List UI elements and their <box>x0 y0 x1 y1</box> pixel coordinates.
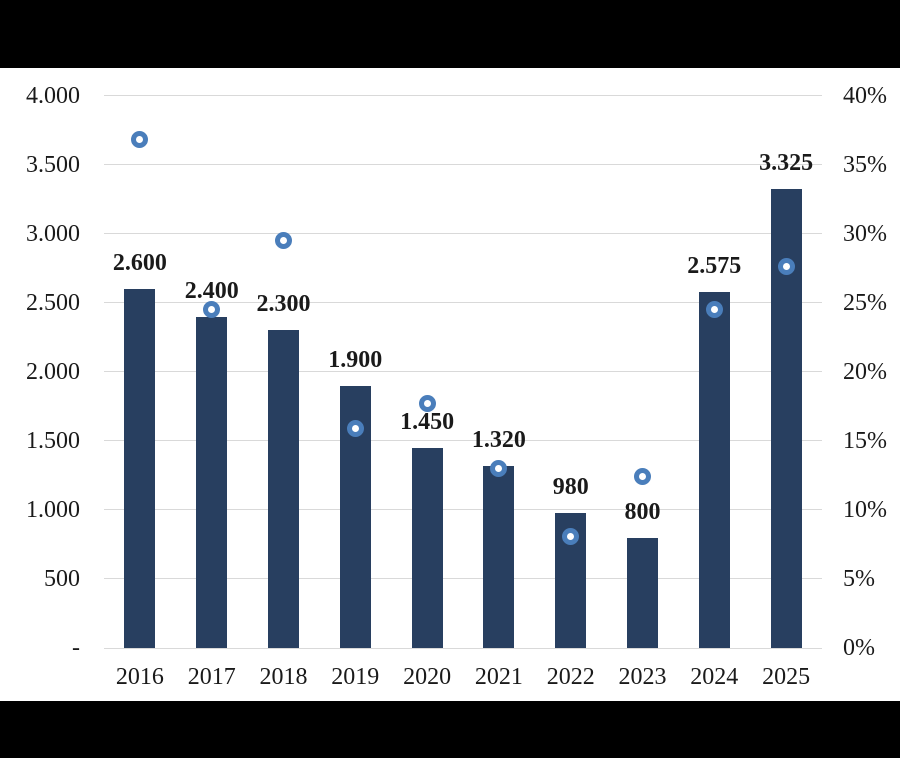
right-axis-tick-label: 5% <box>843 565 875 592</box>
gridline <box>104 164 822 166</box>
bar-data-label: 2.300 <box>256 291 311 318</box>
gridline <box>104 302 822 304</box>
bar <box>411 447 443 648</box>
scatter-marker <box>634 468 651 486</box>
scatter-marker <box>203 301 221 319</box>
gridline <box>104 95 822 96</box>
x-axis-tick-label: 2020 <box>403 664 452 690</box>
gridline <box>104 509 822 511</box>
x-axis-tick-label: 2016 <box>115 664 164 690</box>
bar <box>268 330 299 648</box>
bar <box>698 292 730 648</box>
bar-data-label: 1.900 <box>328 346 383 373</box>
left-axis-tick-label: 3.500 <box>26 151 80 178</box>
bar-data-label: 1.320 <box>471 426 526 453</box>
left-axis-tick-label: 2.000 <box>26 358 80 385</box>
scatter-marker <box>346 419 364 437</box>
gridline <box>104 371 822 373</box>
gridline <box>104 440 822 442</box>
right-axis-tick-label: 0% <box>843 635 875 661</box>
bar-data-label: 1.450 <box>400 408 455 435</box>
left-axis-tick-label: 2.500 <box>26 289 80 316</box>
scatter-marker <box>418 395 436 413</box>
scatter-marker <box>490 459 508 477</box>
right-axis-tick-label: 20% <box>843 358 887 385</box>
x-axis-tick-label: 2019 <box>331 664 380 690</box>
gridline <box>104 233 822 235</box>
bar-data-label: 2.400 <box>184 277 239 304</box>
right-axis-tick-label: 15% <box>843 427 887 454</box>
bar-data-label: 800 <box>624 498 661 525</box>
scatter-marker <box>131 131 149 149</box>
x-axis-tick-label: 2025 <box>762 664 811 690</box>
scatter-marker <box>777 258 795 276</box>
left-axis-tick-label: 500 <box>44 565 80 592</box>
left-axis-tick-label: 4.000 <box>26 82 80 109</box>
right-axis-tick-label: 40% <box>843 82 887 109</box>
bar <box>627 537 658 648</box>
right-axis-tick-label: 35% <box>843 151 887 178</box>
gridline <box>104 647 822 649</box>
bar-data-label: 2.575 <box>687 253 742 280</box>
x-axis-tick-label: 2017 <box>187 664 236 690</box>
x-axis-tick-label: 2018 <box>259 664 308 690</box>
bar-data-label: 3.325 <box>759 149 814 176</box>
bar-data-label: 980 <box>552 473 589 500</box>
scatter-marker <box>562 527 580 545</box>
right-axis-tick-label: 10% <box>843 496 887 523</box>
bar <box>124 288 156 648</box>
gridline <box>104 578 822 580</box>
x-axis-tick-label: 2024 <box>690 664 739 690</box>
x-axis-tick-label: 2021 <box>474 664 523 690</box>
left-axis-tick-label: 1.000 <box>26 496 80 523</box>
left-axis-tick-label: 3.000 <box>26 220 80 247</box>
bar <box>483 465 515 648</box>
scatter-marker <box>705 301 723 319</box>
x-axis-tick-label: 2022 <box>546 664 595 690</box>
right-axis-tick-label: 25% <box>843 289 887 316</box>
right-axis-tick-label: 30% <box>843 220 887 247</box>
bar <box>196 316 228 648</box>
left-axis-tick-label: 1.500 <box>26 427 80 454</box>
x-axis-tick-label: 2023 <box>618 664 667 690</box>
bar-data-label: 2.600 <box>112 249 167 276</box>
scatter-marker <box>275 232 292 250</box>
left-axis-tick-label: - <box>72 635 80 661</box>
